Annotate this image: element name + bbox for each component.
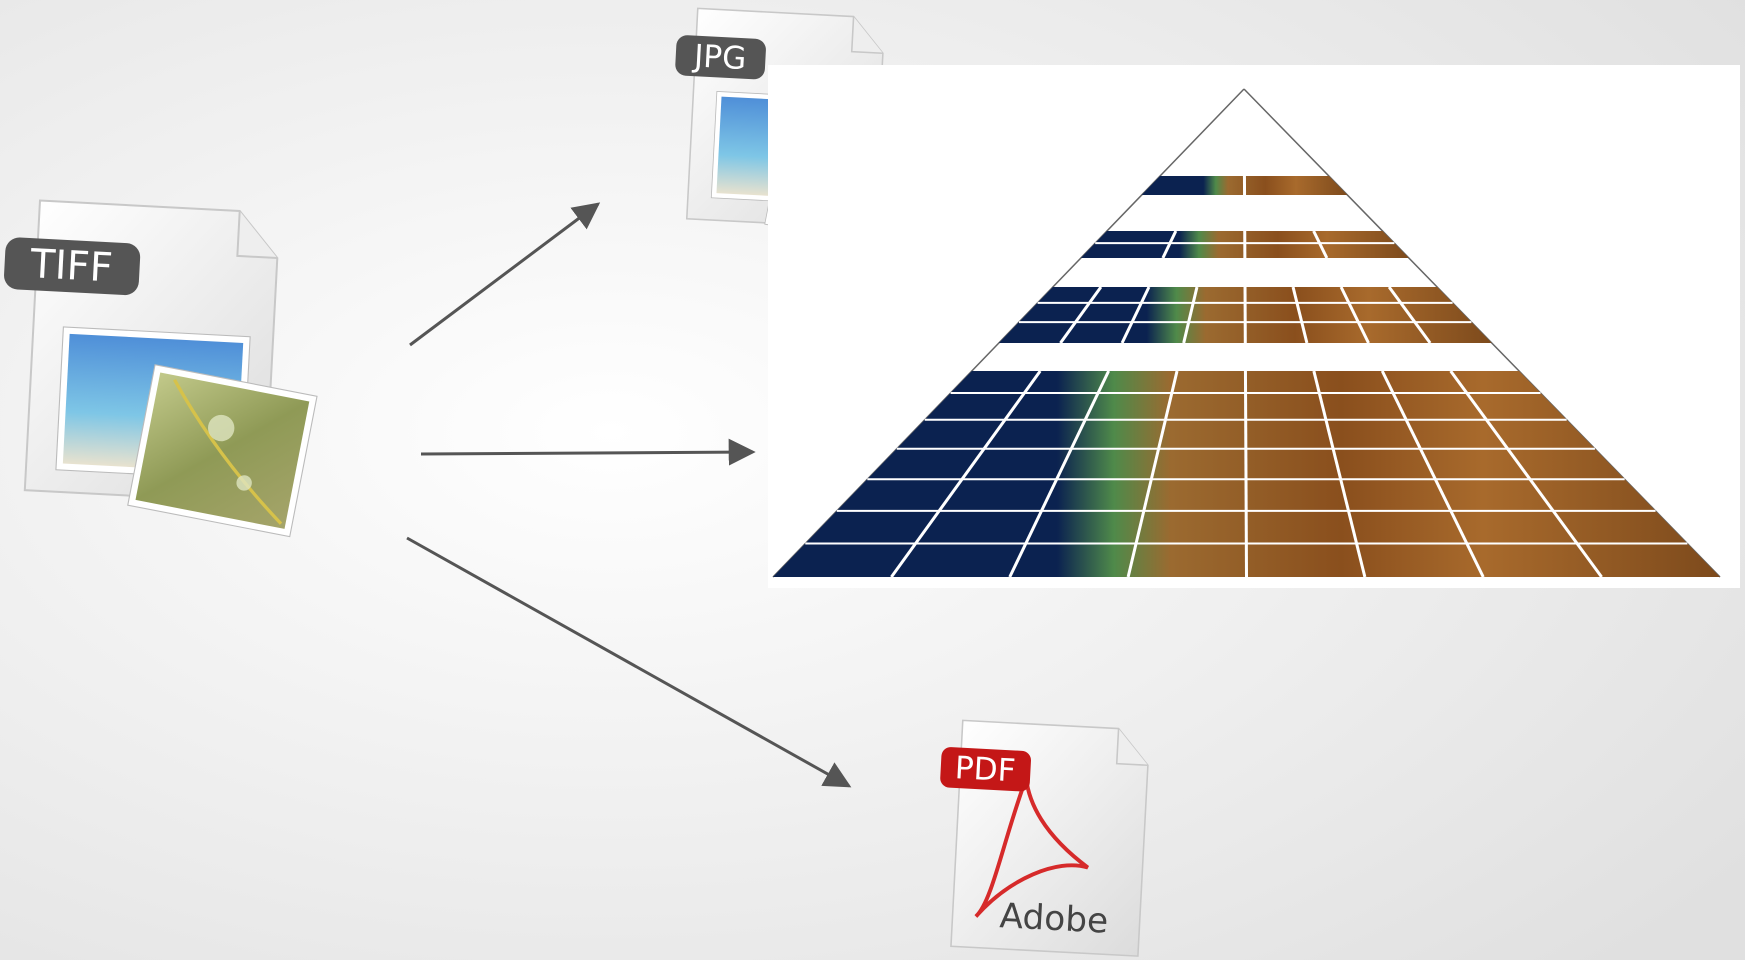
tile-line [1120, 286, 1151, 344]
tile-line [1182, 286, 1199, 344]
tile-pyramid [768, 65, 1740, 588]
arrow [420, 438, 756, 466]
tile-line [1339, 286, 1370, 344]
node-label: JPG [691, 38, 747, 77]
tile-line [1059, 286, 1103, 344]
tile-line [1312, 230, 1329, 259]
tile-line [1243, 370, 1248, 578]
arrow [409, 202, 601, 347]
tile-line [1161, 230, 1178, 259]
tile-line [1387, 286, 1432, 344]
arrow [406, 536, 852, 788]
tile-line [1291, 286, 1309, 344]
node-label: PDF [954, 750, 1017, 789]
node-sublabel: Adobe [999, 896, 1109, 942]
node-label: TIFF [28, 241, 114, 291]
pdf-icon: PDF Adobe [940, 719, 1149, 957]
tiff-icon: TIFF [4, 199, 322, 540]
